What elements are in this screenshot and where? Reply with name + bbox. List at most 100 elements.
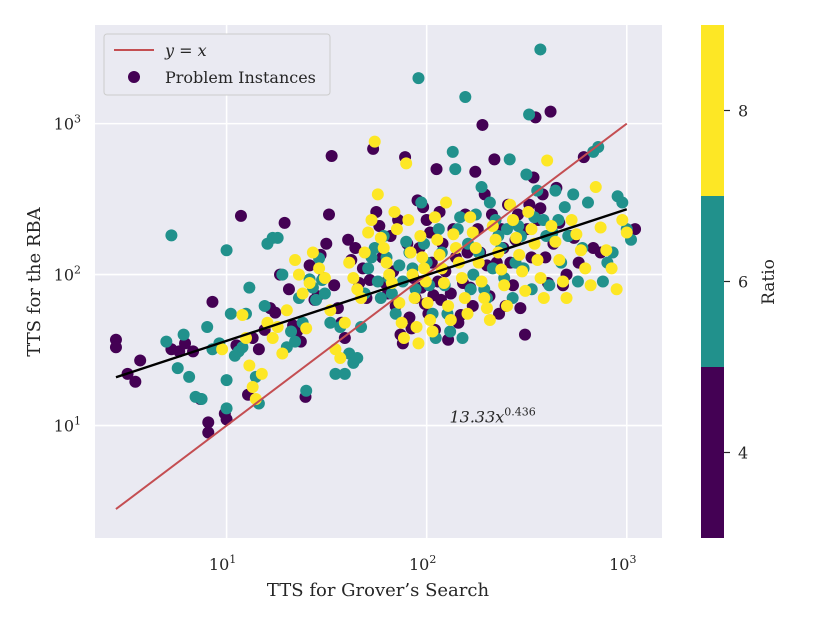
data-point-s2-78	[483, 314, 496, 327]
colorbar-band-8	[701, 25, 724, 196]
data-point-s1-59	[400, 235, 413, 248]
data-point-s2-86	[506, 213, 519, 226]
data-point-s1-45	[355, 320, 368, 333]
data-point-s1-63	[412, 72, 425, 85]
fit-annotation-base: 13.33x	[449, 407, 504, 426]
legend-points-label: Problem Instances	[165, 68, 316, 87]
data-point-s1-2	[171, 362, 184, 375]
data-point-s1-34	[310, 293, 323, 306]
data-point-s0-42	[342, 233, 355, 246]
data-point-s1-112	[549, 184, 562, 197]
data-point-s2-51	[416, 251, 429, 264]
data-point-s2-90	[519, 284, 532, 297]
y-tick-label-0: 101	[54, 415, 81, 436]
data-point-s2-91	[522, 205, 535, 218]
legend-point-swatch	[128, 71, 140, 83]
data-point-s1-1	[165, 229, 178, 242]
data-point-s2-34	[377, 242, 390, 255]
data-point-s2-71	[464, 211, 477, 224]
data-point-s0-37	[325, 150, 338, 163]
data-point-s2-45	[404, 246, 417, 259]
data-point-s1-49	[368, 242, 381, 255]
data-point-s2-32	[371, 188, 384, 201]
data-point-s0-114	[514, 302, 527, 315]
data-point-s1-51	[374, 291, 387, 304]
data-point-s2-33	[374, 231, 387, 244]
data-point-s2-104	[570, 228, 583, 241]
data-point-s1-64	[415, 196, 428, 209]
y-axis-label: TTS for the RBA	[24, 206, 45, 356]
data-point-s2-38	[388, 205, 401, 218]
data-point-s2-85	[504, 198, 517, 211]
data-point-s1-4	[183, 370, 196, 383]
data-point-s2-59	[433, 248, 446, 261]
data-point-s2-14	[296, 287, 309, 300]
data-point-s1-86	[475, 181, 488, 194]
data-point-s1-7	[201, 320, 214, 333]
data-point-s2-100	[553, 253, 566, 266]
data-point-s0-105	[493, 307, 506, 320]
data-point-s2-10	[276, 347, 289, 360]
data-point-s0-85	[444, 287, 457, 300]
data-point-s2-83	[498, 279, 511, 292]
data-point-s2-0	[216, 343, 229, 356]
data-point-s1-70	[432, 223, 445, 236]
data-point-s1-10	[220, 374, 233, 387]
data-point-s2-99	[549, 235, 562, 248]
data-point-s1-37	[318, 287, 331, 300]
fit-annotation-exponent: 0.436	[504, 405, 535, 418]
data-point-s0-95	[469, 165, 482, 178]
colorbar-tick-label-4: 4	[738, 444, 748, 463]
data-point-s1-11	[220, 402, 233, 415]
x-tick-exp-0: 1	[229, 553, 236, 566]
data-point-s2-98	[545, 219, 558, 232]
data-point-s1-103	[523, 108, 536, 121]
data-point-s1-31	[300, 384, 313, 397]
data-point-s2-29	[362, 226, 375, 239]
data-point-s2-70	[461, 307, 474, 320]
data-point-s2-80	[489, 233, 502, 246]
x-tick-label-2: 103	[609, 553, 636, 574]
data-point-s0-111	[506, 279, 519, 292]
data-point-s2-16	[303, 276, 316, 289]
data-point-s1-56	[389, 307, 402, 320]
data-point-s0-98	[476, 118, 489, 131]
data-point-s2-31	[368, 135, 381, 148]
data-point-s2-84	[500, 299, 513, 312]
data-point-s2-58	[431, 233, 444, 246]
data-point-s1-95	[500, 223, 513, 236]
x-tick-base-2: 10	[609, 555, 629, 574]
data-point-s1-107	[534, 43, 547, 56]
legend: y = x Problem Instances	[103, 33, 331, 96]
data-point-s2-54	[421, 296, 434, 309]
data-point-s2-40	[393, 296, 406, 309]
data-point-s2-8	[266, 332, 279, 345]
x-tick-exp-2: 3	[629, 553, 636, 566]
data-point-s2-112	[610, 283, 623, 296]
data-point-s2-25	[347, 271, 360, 284]
colorbar-band-4	[701, 367, 724, 538]
data-point-s2-23	[338, 316, 351, 329]
data-point-s1-12	[220, 244, 233, 257]
data-point-s1-25	[276, 268, 289, 281]
data-point-s2-50	[414, 230, 427, 243]
data-point-s1-28	[289, 335, 302, 348]
y-tick-exp-2: 3	[74, 113, 81, 126]
data-point-s1-27	[285, 325, 298, 338]
data-point-s2-103	[565, 213, 578, 226]
data-point-s2-57	[428, 211, 441, 224]
data-point-s2-109	[594, 221, 607, 234]
colorbar: 4 6 8	[701, 25, 748, 538]
data-point-s1-102	[520, 168, 533, 181]
data-point-s1-75	[446, 145, 459, 158]
data-point-s1-38	[324, 316, 337, 329]
data-point-s2-39	[390, 223, 403, 236]
data-point-s0-123	[534, 202, 547, 215]
data-point-s2-28	[358, 246, 371, 259]
data-point-s1-39	[329, 367, 342, 380]
data-point-s0-116	[518, 328, 531, 341]
data-point-s1-0	[160, 335, 173, 348]
data-point-s2-114	[620, 226, 633, 239]
data-point-s1-80	[459, 91, 472, 104]
data-point-s2-52	[418, 262, 431, 275]
